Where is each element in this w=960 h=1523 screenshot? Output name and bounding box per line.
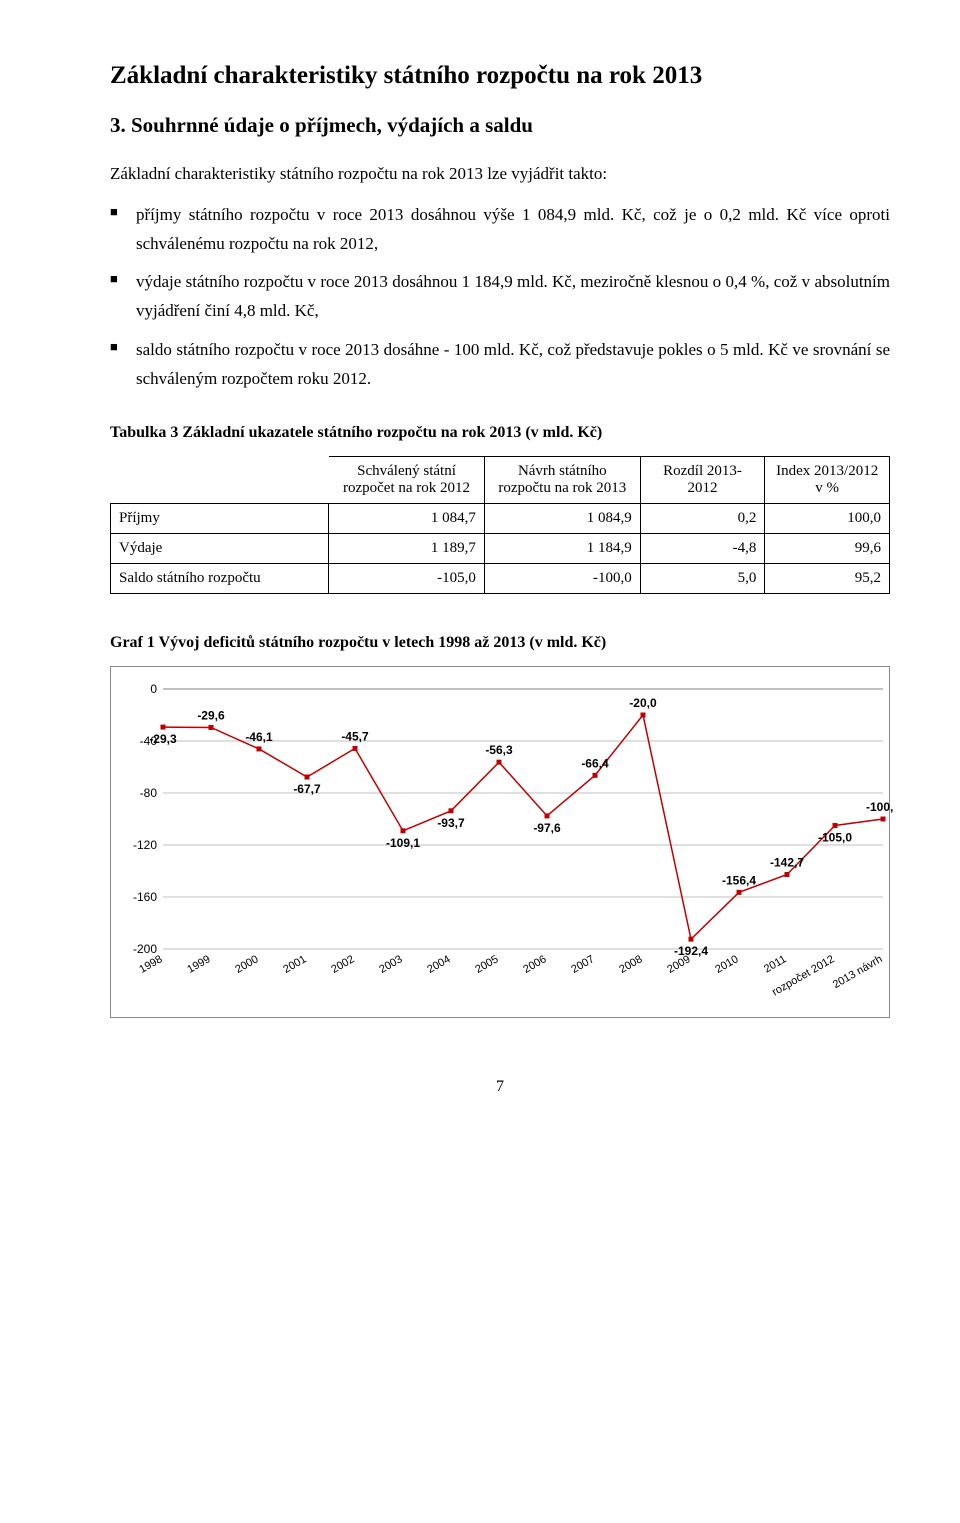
table-header: Rozdíl 2013-2012: [640, 457, 765, 504]
table-header: Návrh státního rozpočtu na rok 2013: [484, 457, 640, 504]
svg-text:2011: 2011: [762, 953, 788, 975]
svg-text:-97,6: -97,6: [533, 821, 561, 835]
table-cell: 1 084,7: [329, 504, 485, 534]
svg-text:-105,0: -105,0: [818, 831, 852, 845]
svg-text:2000: 2000: [233, 953, 260, 976]
table-cell: 0,2: [640, 504, 765, 534]
svg-text:2002: 2002: [329, 953, 356, 976]
deficit-chart: 0-40-80-120-160-200-29,3-29,6-46,1-67,7-…: [110, 666, 890, 1018]
table-cell: 99,6: [765, 534, 890, 564]
table-cell: 1 189,7: [329, 534, 485, 564]
svg-text:-120: -120: [133, 838, 157, 852]
table-row: Příjmy1 084,71 084,90,2100,0: [111, 504, 890, 534]
svg-text:-46,1: -46,1: [245, 730, 273, 744]
table-cell: 5,0: [640, 564, 765, 594]
svg-text:-93,7: -93,7: [437, 816, 465, 830]
section-heading: 3. Souhrnné údaje o příjmech, výdajích a…: [110, 113, 890, 138]
list-item: saldo státního rozpočtu v roce 2013 dosá…: [110, 336, 890, 394]
table-cell: -100,0: [484, 564, 640, 594]
data-table: Schválený státní rozpočet na rok 2012Náv…: [110, 456, 890, 594]
svg-text:-29,3: -29,3: [149, 732, 177, 746]
table-row: Saldo státního rozpočtu-105,0-100,05,095…: [111, 564, 890, 594]
svg-text:0: 0: [150, 682, 157, 696]
svg-text:1998: 1998: [137, 953, 164, 976]
table-row: Výdaje1 189,71 184,9-4,899,6: [111, 534, 890, 564]
svg-text:-80: -80: [140, 786, 158, 800]
svg-text:-200: -200: [133, 942, 157, 956]
list-item: příjmy státního rozpočtu v roce 2013 dos…: [110, 201, 890, 259]
svg-text:2010: 2010: [713, 953, 740, 976]
table-cell: Výdaje: [111, 534, 329, 564]
svg-text:2013 návrh: 2013 návrh: [831, 953, 885, 991]
svg-text:-192,4: -192,4: [674, 944, 708, 958]
table-caption: Tabulka 3 Základní ukazatele státního ro…: [110, 424, 890, 442]
bullet-list: příjmy státního rozpočtu v roce 2013 dos…: [110, 201, 890, 394]
svg-text:-142,7: -142,7: [770, 856, 804, 870]
svg-text:1999: 1999: [185, 953, 212, 976]
table-cell: 1 184,9: [484, 534, 640, 564]
chart-caption: Graf 1 Vývoj deficitů státního rozpočtu …: [110, 634, 890, 652]
table-cell: Saldo státního rozpočtu: [111, 564, 329, 594]
table-cell: 95,2: [765, 564, 890, 594]
svg-text:-29,6: -29,6: [197, 709, 225, 723]
svg-text:-156,4: -156,4: [722, 873, 756, 887]
page-number: 7: [110, 1078, 890, 1096]
table-cell: -4,8: [640, 534, 765, 564]
intro-paragraph: Základní charakteristiky státního rozpoč…: [110, 160, 890, 187]
table-cell: Příjmy: [111, 504, 329, 534]
svg-text:-100,0: -100,0: [866, 800, 893, 814]
svg-text:-109,1: -109,1: [386, 836, 420, 850]
table-cell: 100,0: [765, 504, 890, 534]
svg-text:-45,7: -45,7: [341, 729, 369, 743]
svg-text:2005: 2005: [473, 953, 500, 976]
svg-text:2006: 2006: [521, 953, 548, 976]
svg-text:-66,4: -66,4: [581, 756, 609, 770]
svg-text:-56,3: -56,3: [485, 743, 513, 757]
svg-text:2009: 2009: [665, 953, 692, 976]
table-header: Index 2013/2012 v %: [765, 457, 890, 504]
svg-text:2008: 2008: [617, 953, 644, 976]
svg-text:2003: 2003: [377, 953, 404, 976]
table-cell: -105,0: [329, 564, 485, 594]
table-header: [111, 457, 329, 504]
page-title: Základní charakteristiky státního rozpoč…: [110, 60, 890, 93]
table-cell: 1 084,9: [484, 504, 640, 534]
svg-text:-20,0: -20,0: [629, 696, 657, 710]
svg-text:2004: 2004: [425, 953, 452, 976]
table-header: Schválený státní rozpočet na rok 2012: [329, 457, 485, 504]
svg-text:-67,7: -67,7: [293, 782, 321, 796]
svg-text:2001: 2001: [281, 953, 308, 976]
svg-text:2007: 2007: [569, 953, 596, 976]
list-item: výdaje státního rozpočtu v roce 2013 dos…: [110, 268, 890, 326]
svg-text:-160: -160: [133, 890, 157, 904]
chart-svg: 0-40-80-120-160-200-29,3-29,6-46,1-67,7-…: [121, 679, 893, 1009]
